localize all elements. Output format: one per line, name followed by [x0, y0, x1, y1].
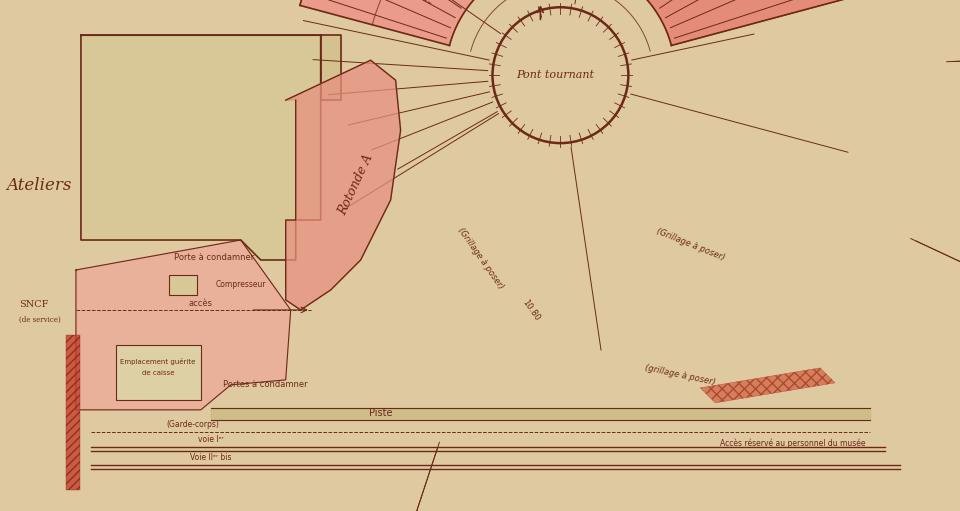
Text: Accès réservé au personnel du musée: Accès réservé au personnel du musée: [720, 438, 866, 448]
Text: (de service): (de service): [19, 316, 60, 324]
Polygon shape: [81, 35, 321, 260]
Text: SNCF: SNCF: [19, 300, 49, 310]
Text: (Grillage à poser): (Grillage à poser): [655, 227, 726, 263]
Bar: [66, 335, 80, 490]
Polygon shape: [300, 0, 927, 45]
Text: accès: accès: [189, 299, 213, 308]
Polygon shape: [81, 35, 341, 100]
Bar: [169, 275, 197, 295]
Text: Emplacement guérite: Emplacement guérite: [120, 358, 196, 365]
Polygon shape: [444, 0, 927, 45]
Text: Voie IIᵉʳ bis: Voie IIᵉʳ bis: [190, 453, 231, 462]
Text: Piste: Piste: [369, 408, 393, 418]
Text: Porte à condamner: Porte à condamner: [174, 253, 254, 263]
Polygon shape: [300, 0, 525, 45]
Circle shape: [492, 7, 629, 143]
Text: (Grillage à poser): (Grillage à poser): [456, 225, 505, 291]
Polygon shape: [700, 368, 835, 403]
Text: Rotonde A: Rotonde A: [336, 153, 375, 218]
Text: Compresseur: Compresseur: [216, 281, 267, 289]
Text: Ateliers: Ateliers: [7, 177, 72, 194]
Text: de caisse: de caisse: [142, 370, 174, 376]
Polygon shape: [76, 240, 291, 410]
Text: (Garde-corps): (Garde-corps): [166, 420, 219, 429]
Polygon shape: [286, 60, 400, 310]
Text: voie Iᵉʳ: voie Iᵉʳ: [198, 435, 224, 444]
Text: (grillage à poser): (grillage à poser): [644, 363, 716, 387]
Bar: [116, 345, 201, 400]
Text: 10.80: 10.80: [520, 297, 540, 322]
Text: Pont tournant: Pont tournant: [516, 70, 594, 80]
Text: Portes à condamner: Portes à condamner: [224, 380, 308, 389]
